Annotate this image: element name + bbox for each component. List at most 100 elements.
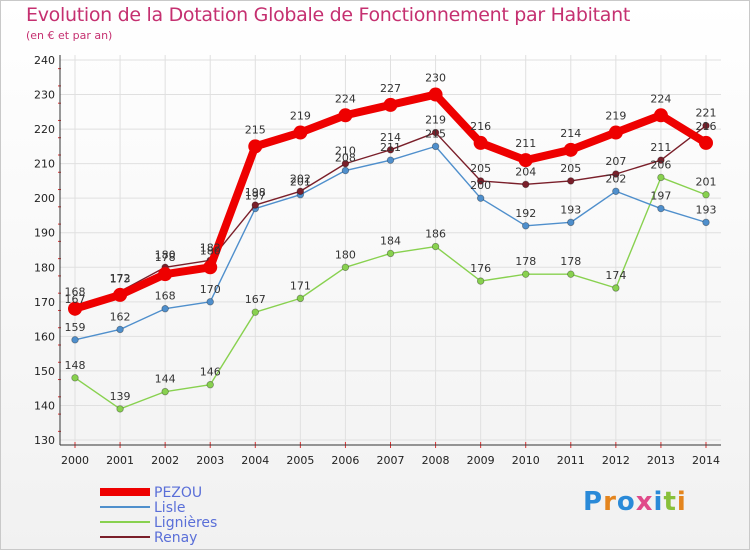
- data-label-renay-2001: 173: [110, 272, 131, 285]
- data-label-lisle-2007: 211: [380, 141, 401, 154]
- y-tick-label-130: 130: [34, 434, 55, 447]
- logo-letter: i: [676, 487, 687, 517]
- y-tick-label-220: 220: [34, 123, 55, 136]
- data-label-pezou-2002: 178: [155, 251, 176, 264]
- x-tick-label-2011: 2011: [557, 454, 585, 467]
- data-label-pezou-2007: 227: [380, 82, 401, 95]
- data-point-lignières-2010: [522, 270, 530, 278]
- y-tick-label-240: 240: [34, 54, 55, 67]
- x-tick-label-2007: 2007: [377, 454, 405, 467]
- logo-letter: o: [616, 487, 636, 517]
- data-point-renay-2007: [386, 146, 395, 154]
- data-label-pezou-2001: 172: [110, 272, 131, 285]
- axes: [58, 55, 721, 448]
- data-label-pezou-2014: 216: [696, 120, 717, 133]
- data-point-lisle-2008: [431, 142, 440, 151]
- logo-letter: r: [603, 487, 617, 517]
- data-point-lignières-2004: [251, 308, 259, 316]
- data-point-lignières-2014: [702, 191, 710, 199]
- data-label-renay-2005: 202: [290, 172, 311, 185]
- data-label-pezou-2011: 214: [560, 127, 581, 140]
- data-label-pezou-2008: 230: [425, 72, 446, 85]
- data-point-pezou-2006: [338, 108, 353, 123]
- x-tick-label-2012: 2012: [602, 454, 630, 467]
- data-point-lignières-2006: [341, 263, 350, 271]
- data-point-pezou-2001: [113, 287, 128, 302]
- data-label-lisle-2012: 202: [605, 172, 626, 185]
- data-label-lignières-2007: 184: [380, 234, 401, 247]
- legend-label-pezou: PEZOU: [154, 485, 202, 501]
- data-label-renay-2008: 219: [425, 114, 446, 127]
- data-label-lisle-2009: 200: [470, 179, 491, 192]
- legend-label-lisle: Lisle: [154, 500, 186, 516]
- data-label-lignières-2011: 178: [560, 255, 581, 268]
- data-label-lignières-2008: 186: [425, 228, 446, 241]
- data-point-lisle-2012: [612, 187, 620, 195]
- data-point-lisle-2013: [657, 204, 665, 213]
- data-point-lisle-2001: [116, 325, 124, 334]
- y-tick-label-190: 190: [34, 227, 55, 240]
- data-label-renay-2012: 207: [605, 155, 626, 168]
- data-label-pezou-2006: 224: [335, 92, 356, 105]
- data-point-renay-2012: [612, 170, 620, 178]
- data-label-lignières-2009: 176: [470, 262, 491, 275]
- logo-letter: x: [635, 487, 654, 517]
- data-point-lignières-2007: [386, 249, 395, 258]
- data-label-lignières-2014: 201: [696, 176, 717, 189]
- data-label-renay-2002: 180: [155, 248, 176, 261]
- data-label-lignières-2001: 139: [110, 390, 131, 403]
- legend-label-renay: Renay: [154, 530, 197, 546]
- data-point-renay-2011: [567, 177, 575, 185]
- data-point-lignières-2012: [612, 284, 620, 292]
- x-tick-label-2013: 2013: [647, 454, 675, 467]
- data-point-pezou-2012: [608, 125, 623, 140]
- logo-letter: i: [653, 487, 664, 517]
- data-point-renay-2006: [341, 159, 350, 168]
- data-point-lignières-2011: [567, 270, 575, 278]
- data-point-renay-2005: [296, 187, 305, 195]
- data-point-lignières-2002: [161, 387, 169, 396]
- data-point-pezou-2000: [68, 301, 82, 316]
- proxiti-logo: Proxiti: [583, 487, 687, 517]
- data-point-lignières-2001: [116, 405, 124, 413]
- data-label-lisle-2011: 193: [560, 203, 581, 216]
- y-tick-label-160: 160: [34, 330, 55, 343]
- data-label-renay-2009: 205: [470, 162, 491, 175]
- data-label-lignières-2013: 206: [650, 158, 671, 171]
- logo-letter: t: [663, 487, 677, 517]
- x-tick-label-2009: 2009: [467, 454, 495, 467]
- data-point-lisle-2014: [702, 218, 710, 227]
- data-label-lignières-2002: 144: [155, 373, 176, 386]
- data-label-pezou-2013: 224: [650, 92, 671, 105]
- x-axis-ticks: 2000 2001 2002 2003 2004 2005 2006 2007 2008 2009…: [61, 454, 720, 467]
- x-tick-label-2006: 2006: [331, 454, 359, 467]
- data-point-lisle-2011: [567, 218, 575, 227]
- data-label-renay-2007: 214: [380, 131, 401, 144]
- data-point-lignières-2005: [296, 294, 305, 303]
- data-label-pezou-2012: 219: [605, 110, 626, 123]
- data-point-renay-2004: [251, 201, 259, 209]
- data-label-renay-2010: 204: [515, 165, 536, 178]
- data-label-lisle-2014: 193: [696, 203, 717, 216]
- data-point-lignières-2008: [431, 242, 440, 251]
- data-point-pezou-2010: [518, 153, 533, 168]
- data-label-lisle-2010: 192: [515, 207, 536, 220]
- data-point-pezou-2002: [158, 267, 173, 282]
- data-label-lisle-2005: 201: [290, 176, 311, 189]
- x-tick-label-2005: 2005: [286, 454, 314, 467]
- data-label-pezou-2004: 215: [245, 123, 266, 136]
- data-label-lisle-2008: 215: [425, 127, 446, 140]
- data-label-renay-2003: 182: [200, 241, 221, 254]
- data-label-renay-2013: 211: [650, 141, 671, 154]
- x-tick-label-2014: 2014: [692, 454, 720, 467]
- data-label-lignières-2004: 167: [245, 293, 266, 306]
- data-label-pezou-2000: 168: [65, 286, 86, 299]
- legend-label-lignières: Lignières: [154, 515, 217, 531]
- y-tick-label-180: 180: [34, 261, 55, 274]
- data-point-lignières-2003: [206, 381, 214, 389]
- y-tick-label-210: 210: [34, 158, 55, 171]
- data-point-lisle-2009: [476, 194, 485, 202]
- x-tick-label-2010: 2010: [512, 454, 540, 467]
- data-label-lignières-2006: 180: [335, 248, 356, 261]
